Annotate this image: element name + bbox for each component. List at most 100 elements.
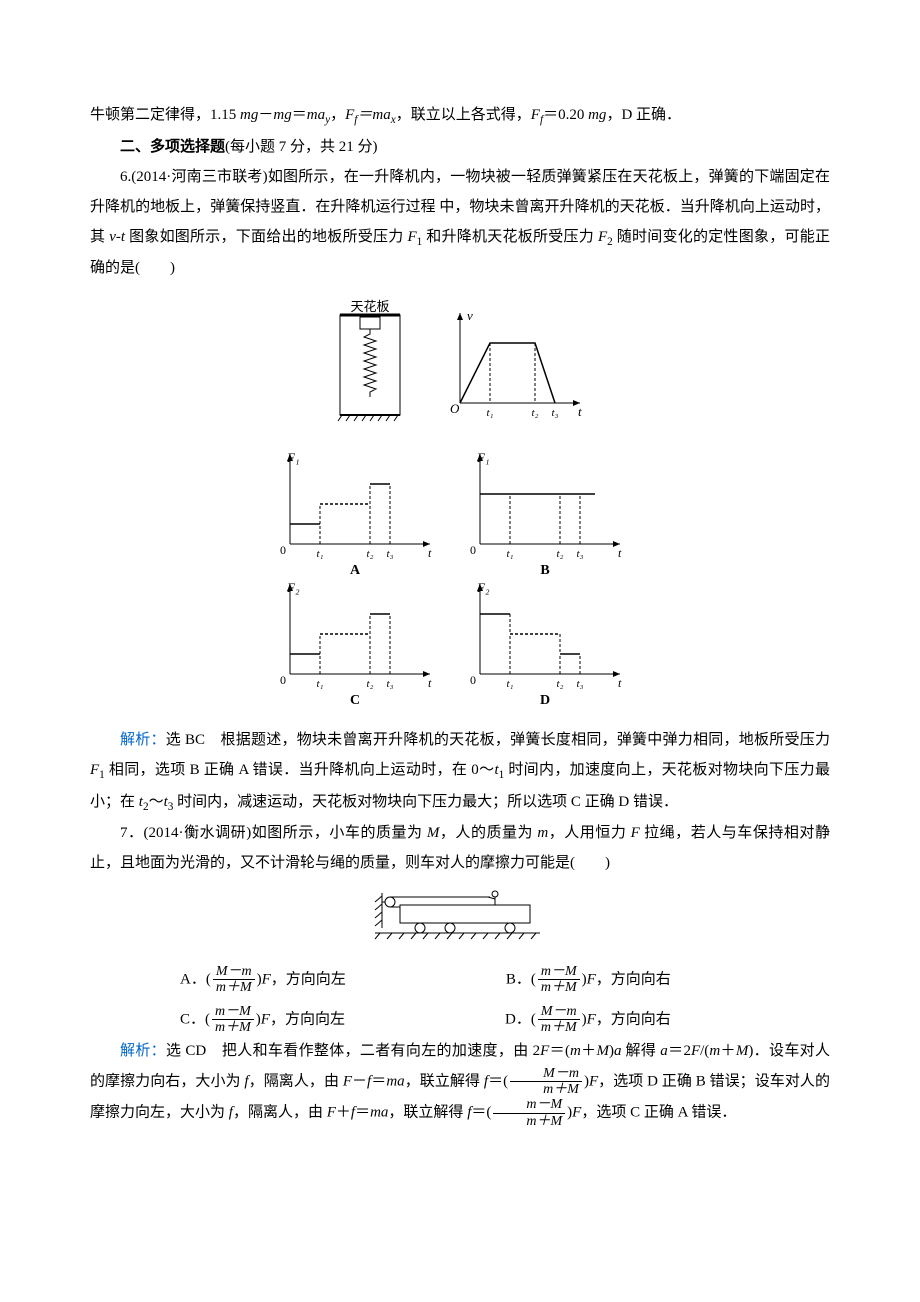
var: F <box>631 825 640 841</box>
var: mg <box>273 107 291 123</box>
label: D． <box>505 1011 531 1027</box>
cart-diagram <box>370 888 550 943</box>
svg-text:t₂: t₂ <box>557 678 564 690</box>
answer-label: 解析： <box>120 1043 166 1059</box>
options-7-row1: A．(M－mm＋M)F，方向向左 B．(m－Mm＋M)F，方向向右 <box>180 964 830 996</box>
var: m <box>709 1043 720 1059</box>
denominator: m＋M <box>212 1020 254 1035</box>
option-b: B．(m－Mm＋M)F，方向向右 <box>506 964 671 996</box>
svg-text:0: 0 <box>280 543 286 557</box>
elevator-vt-diagram: 天花板 v t O t₁ t₂ t₃ <box>320 293 600 423</box>
denominator: m＋M <box>538 1020 580 1035</box>
numerator: m－M <box>493 1097 565 1113</box>
var: F <box>327 1105 336 1121</box>
text: ，隔离人，由 <box>249 1073 343 1089</box>
text: 图象如图所示，下面给出的地板所受压力 <box>125 229 407 245</box>
var: F <box>407 229 416 245</box>
svg-text:t₃: t₃ <box>577 678 584 690</box>
answer-label: 解析： <box>120 732 166 748</box>
section-sub: (每小题 7 分，共 21 分) <box>225 139 378 155</box>
text: ，隔离人，由 <box>233 1105 327 1121</box>
option-a: A．(M－mm＋M)F，方向向左 <box>180 964 346 996</box>
var: F <box>598 229 607 245</box>
var: v-t <box>109 229 125 245</box>
figure-q6-options: F₁ 0 t t₁ t₂ t₃ A F₁ 0 t t₁ t₂ t₃ B F₂ <box>90 444 830 715</box>
var: F <box>90 762 99 778</box>
text: 解得 <box>621 1043 660 1059</box>
figure-q6-setup: 天花板 v t O t₁ t₂ t₃ <box>90 293 830 434</box>
svg-text:t₁: t₁ <box>507 678 514 690</box>
denominator: m＋M <box>510 1082 582 1097</box>
var: M <box>736 1043 749 1059</box>
figure-q7 <box>90 888 830 954</box>
var: F <box>572 1105 581 1121</box>
svg-text:t₂: t₂ <box>367 548 374 560</box>
axis-v: v <box>467 308 473 323</box>
var: F <box>691 1043 700 1059</box>
text: 牛顿第二定律得，1.15 <box>90 107 240 123</box>
option-graphs: F₁ 0 t t₁ t₂ t₃ A F₁ 0 t t₁ t₂ t₃ B F₂ <box>280 444 640 704</box>
var: F <box>343 1073 352 1089</box>
svg-text:0: 0 <box>280 673 286 687</box>
ceiling-label: 天花板 <box>350 299 389 314</box>
var: F <box>587 971 596 987</box>
denominator: m＋M <box>213 980 255 995</box>
axis-t: t <box>578 404 582 419</box>
text: ＝ <box>355 1105 370 1121</box>
option-d: D．(M－mm＋M)F，方向向右 <box>505 1004 671 1036</box>
svg-text:B: B <box>540 563 549 578</box>
text: ＝2 <box>668 1043 691 1059</box>
text: ，D 正确． <box>606 107 681 123</box>
numerator: M－m <box>538 1004 580 1020</box>
text: ＝( <box>549 1043 570 1059</box>
svg-text:t: t <box>618 676 622 690</box>
svg-text:t: t <box>428 546 432 560</box>
text: ，方向向左 <box>271 971 346 987</box>
text: ，方向向左 <box>270 1011 345 1027</box>
text: 和升降机天花板所受压力 <box>422 229 598 245</box>
svg-text:t: t <box>428 676 432 690</box>
text: ＋ <box>720 1043 736 1059</box>
text: 选 CD 把人和车看作整体，二者有向左的加速度，由 2 <box>166 1043 540 1059</box>
text: 选 BC 根据题述，物块未曾离开升降机的天花板，弹簧长度相同，弹簧中弹力相同，地… <box>166 732 830 748</box>
text: ，联立解得 <box>388 1105 467 1121</box>
svg-text:C: C <box>350 693 360 704</box>
var: F <box>345 107 354 123</box>
svg-text:t₃: t₃ <box>552 407 559 419</box>
svg-text:t₃: t₃ <box>577 548 584 560</box>
text: ～ <box>149 794 164 810</box>
svg-text:t: t <box>618 546 622 560</box>
denominator: m＋M <box>493 1114 565 1129</box>
text: ，方向向右 <box>596 1011 671 1027</box>
var: F <box>261 1011 270 1027</box>
var: m <box>570 1043 581 1059</box>
var: M <box>427 825 440 841</box>
text: /( <box>700 1043 709 1059</box>
text: ＝( <box>488 1073 508 1089</box>
text: ＋ <box>581 1043 597 1059</box>
svg-text:F₂: F₂ <box>286 580 300 595</box>
var: ＝ma <box>357 107 390 123</box>
var: ma <box>307 107 325 123</box>
numerator: M－m <box>510 1066 582 1082</box>
svg-text:t₂: t₂ <box>367 678 374 690</box>
var: mg <box>240 107 258 123</box>
option-c: C．(m－Mm＋M)F，方向向左 <box>180 1004 345 1036</box>
svg-text:F₂: F₂ <box>476 580 490 595</box>
options-7-row2: C．(m－Mm＋M)F，方向向左 D．(M－mm＋M)F，方向向右 <box>180 1004 830 1036</box>
svg-text:t₁: t₁ <box>507 548 514 560</box>
svg-text:t₁: t₁ <box>487 407 494 419</box>
svg-text:A: A <box>350 563 361 578</box>
label: B． <box>506 971 531 987</box>
text: ＝ <box>292 107 307 123</box>
svg-text:D: D <box>540 693 550 704</box>
svg-text:t₃: t₃ <box>387 548 394 560</box>
svg-text:0: 0 <box>470 673 476 687</box>
text: ，联立解得 <box>405 1073 484 1089</box>
var: F <box>531 107 540 123</box>
text: ，联立以上各式得， <box>396 107 531 123</box>
label: C． <box>180 1011 205 1027</box>
text: － <box>258 107 273 123</box>
var: F <box>540 1043 549 1059</box>
label: A． <box>180 971 206 987</box>
